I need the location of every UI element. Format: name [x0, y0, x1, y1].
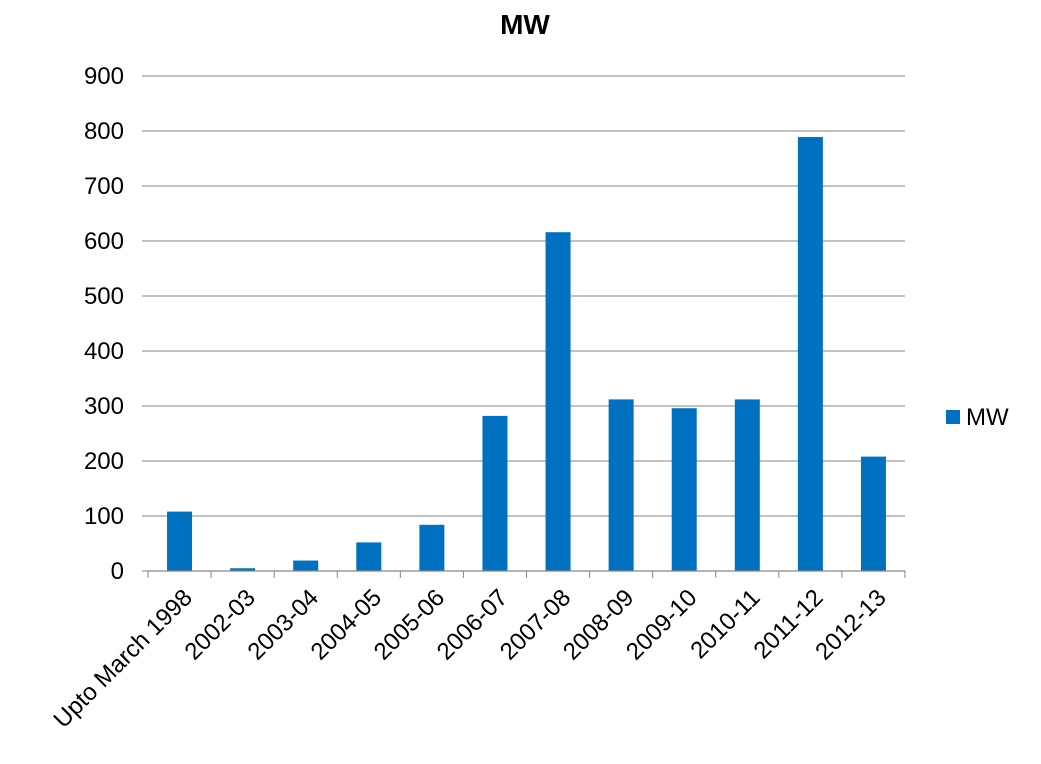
y-tick-label: 100: [84, 503, 124, 530]
legend-swatch: [946, 410, 960, 424]
legend-label: MW: [966, 404, 1009, 431]
x-tick-label: Upto March 1998: [49, 584, 198, 733]
y-tick-label: 500: [84, 283, 124, 310]
y-tick-label: 300: [84, 393, 124, 420]
bar: [482, 415, 508, 571]
x-tick-label: 2009-10: [621, 584, 702, 665]
x-tick-label: 2010-11: [685, 584, 765, 664]
y-tick-label: 900: [84, 63, 124, 90]
y-tick-label: 700: [84, 173, 124, 200]
bar: [545, 232, 571, 571]
bar: [167, 511, 193, 571]
y-tick-label: 600: [84, 228, 124, 255]
gridlines: [148, 75, 905, 517]
bar: [608, 399, 634, 571]
x-axis-tick-labels: Upto March 19982002-032003-042004-052005…: [49, 584, 892, 733]
x-tick-label: 2012-13: [810, 584, 891, 665]
y-axis-tick-labels: 0 100 200 300 400 500 600 700 800 900: [84, 63, 148, 585]
y-tick-label: 200: [84, 448, 124, 475]
chart-title: MW: [500, 9, 550, 40]
bar: [671, 408, 697, 571]
bar: [356, 542, 382, 571]
bar: [860, 456, 886, 571]
bar: [230, 568, 256, 571]
legend: MW: [946, 404, 1009, 431]
y-tick-label: 0: [111, 558, 124, 585]
bar: [293, 560, 319, 571]
x-axis: [147, 570, 906, 578]
y-tick-label: 800: [84, 118, 124, 145]
bar: [419, 524, 445, 571]
bars: [167, 137, 886, 572]
bar: [734, 399, 760, 571]
bar: [797, 137, 823, 572]
y-tick-label: 400: [84, 338, 124, 365]
